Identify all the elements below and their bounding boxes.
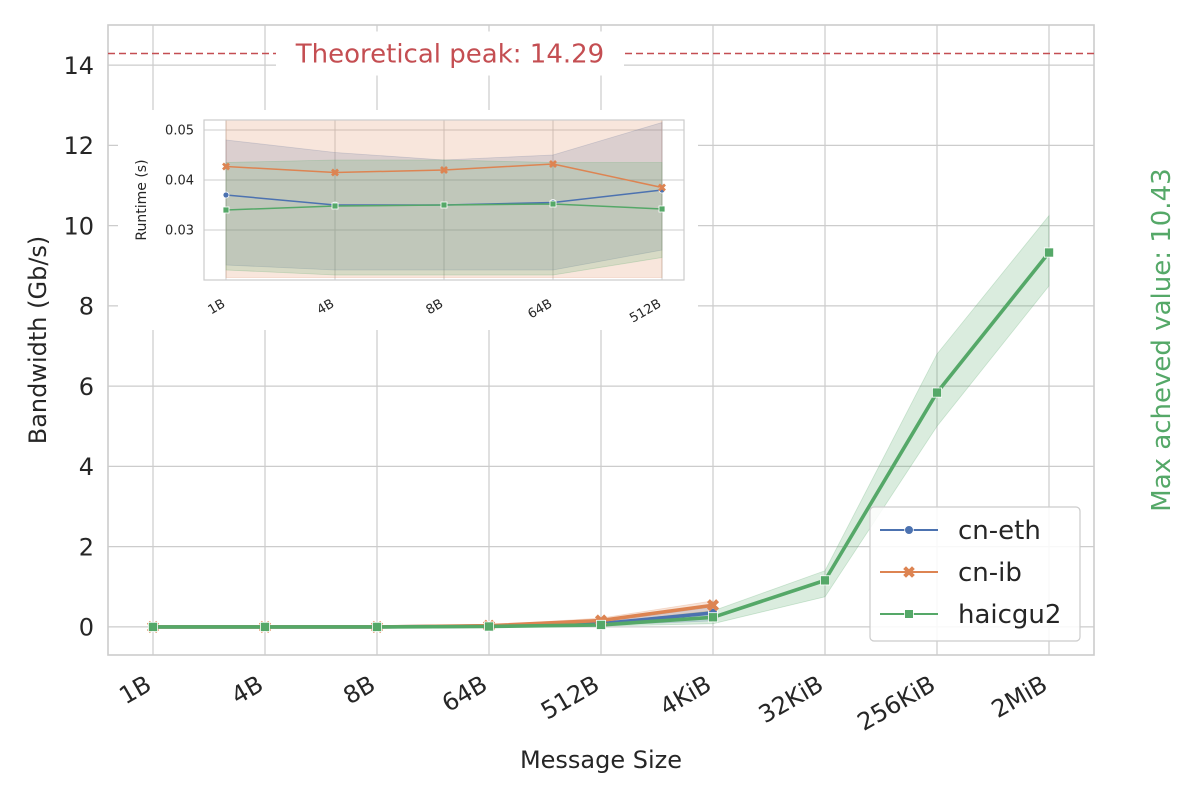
- x-tick-label: 8B: [424, 296, 446, 318]
- legend-item-cn-eth: cn-eth: [880, 516, 1041, 546]
- plot-frame: [203, 119, 685, 281]
- point-cn-ib: [222, 162, 230, 171]
- x-tick-label: 256KiB: [853, 670, 940, 737]
- y-tick-label: 8: [79, 293, 94, 321]
- y-tick-label: 0.04: [165, 174, 194, 189]
- point-haicgu2: [440, 201, 448, 209]
- legend-marker: [903, 566, 915, 578]
- y-tick-labels: 0 2 4 6 8 10 12 14: [63, 52, 94, 642]
- x-tick-label: 2MiB: [987, 670, 1052, 724]
- x-axis-label: Message Size: [520, 746, 682, 774]
- legend-label: cn-ib: [958, 558, 1022, 588]
- theoretical-peak-label-bg: [276, 31, 624, 76]
- point-cn-ib: [440, 166, 448, 174]
- point-cn-ib: [706, 599, 720, 612]
- grid: [204, 120, 684, 280]
- point-haicgu2: [596, 619, 607, 630]
- markers-haicgu2: [147, 247, 1055, 632]
- point-haicgu2: [483, 621, 494, 632]
- point-haicgu2: [147, 621, 158, 632]
- point-haicgu2: [1044, 247, 1055, 258]
- legend-label: haicgu2: [958, 600, 1061, 630]
- point-haicgu2: [658, 205, 666, 213]
- y-tick-label: 10: [63, 212, 94, 240]
- markers-haicgu2: [222, 200, 666, 214]
- bands: [225, 120, 663, 278]
- x-tick-label: 4KiB: [655, 670, 716, 721]
- legend-item-cn-ib: cn-ib: [880, 558, 1022, 588]
- point-haicgu2: [708, 612, 719, 623]
- y-tick-label: 14: [63, 52, 94, 80]
- max-achieved-label: Max acheved value: 10.43: [1147, 168, 1177, 511]
- legend-item-haicgu2: haicgu2: [880, 600, 1061, 630]
- y-tick-label: 12: [63, 132, 94, 160]
- x-tick-label: 1B: [206, 296, 228, 318]
- band-haicgu2: [225, 159, 663, 276]
- theoretical-peak-label: Theoretical peak: 14.29: [295, 39, 604, 69]
- plot-frame: [107, 24, 1095, 656]
- point-haicgu2: [259, 621, 270, 632]
- x-tick-labels: 1B 4B 8B 64B 512B 4KiB 32KiB 256KiB 2MiB: [115, 670, 1052, 737]
- point-haicgu2: [371, 621, 382, 632]
- point-cn-ib: [331, 168, 339, 177]
- legend-marker: [904, 609, 914, 619]
- y-tick-label: 0.03: [165, 224, 194, 239]
- point-haicgu2: [820, 575, 831, 586]
- y-tick-label: 2: [79, 533, 94, 561]
- band-cn-eth: [225, 121, 663, 271]
- y-tick-labels: 0.03 0.04 0.05: [165, 124, 194, 239]
- y-tick-label: 0.05: [165, 124, 194, 139]
- point-haicgu2: [331, 202, 339, 210]
- point-cn-ib: [549, 160, 557, 168]
- x-tick-label: 8B: [339, 670, 380, 710]
- band-cn-ib: [225, 120, 663, 278]
- x-tick-label: 4B: [227, 670, 268, 710]
- point-haicgu2: [549, 200, 557, 208]
- legend-frame: [869, 506, 1081, 642]
- x-tick-label: 1B: [115, 670, 156, 710]
- markers-cn-ib: [222, 160, 666, 192]
- x-tick-label: 4B: [315, 296, 337, 318]
- point-haicgu2: [932, 387, 943, 398]
- x-tick-label: 64B: [437, 670, 492, 718]
- point-haicgu2: [222, 206, 230, 214]
- legend-marker: [904, 525, 914, 535]
- legend: cn-eth cn-ib haicgu2: [869, 506, 1081, 642]
- y-tick-label: 4: [79, 453, 94, 481]
- x-tick-label: 32KiB: [754, 670, 828, 729]
- point-cn-eth: [222, 191, 230, 199]
- legend-label: cn-eth: [958, 516, 1041, 546]
- y-axis-label: Runtime (s): [134, 159, 150, 240]
- x-tick-label: 512B: [536, 670, 604, 725]
- y-tick-label: 0: [79, 614, 94, 642]
- point-cn-ib: [658, 183, 666, 192]
- y-tick-label: 6: [79, 373, 94, 401]
- y-axis-label: Bandwidth (Gb/s): [24, 236, 52, 445]
